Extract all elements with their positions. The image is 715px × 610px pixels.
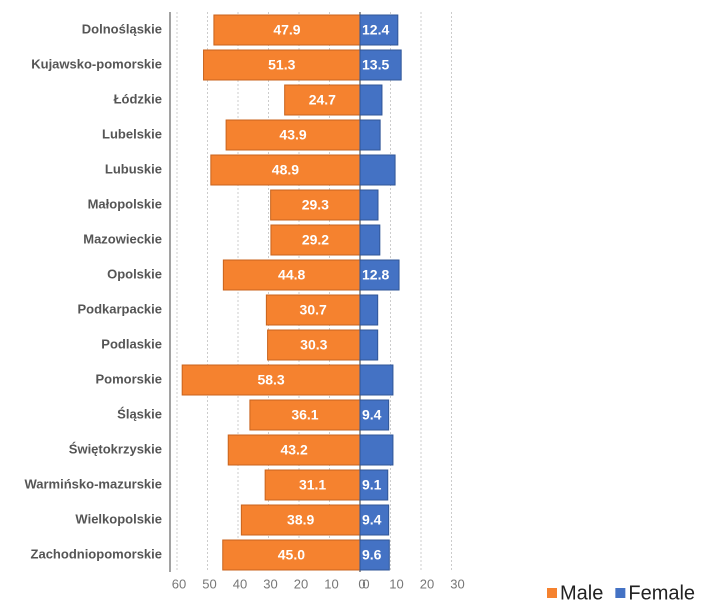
bar	[267, 329, 361, 361]
legend-swatch	[615, 588, 626, 598]
bar	[359, 469, 389, 501]
value-label: 24.7	[309, 92, 336, 108]
category-label: Małopolskie	[88, 196, 162, 211]
category-label: Dolnośląskie	[82, 21, 162, 36]
value-label: 38.9	[287, 512, 314, 528]
bar	[181, 364, 361, 396]
value-label: 9.4	[362, 512, 382, 528]
category-label: Wielkopolskie	[75, 511, 162, 526]
bar	[210, 154, 361, 186]
category-label: Podlaskie	[101, 336, 162, 351]
bar	[359, 539, 390, 571]
category-label: Śląskie	[117, 406, 162, 421]
bar	[359, 259, 400, 291]
value-label: 9.4	[362, 407, 382, 423]
bar	[359, 329, 379, 361]
category-label: Opolskie	[107, 266, 162, 281]
bar	[213, 14, 361, 46]
value-label: 44.8	[278, 267, 305, 283]
bar	[359, 294, 379, 326]
category-label: Świętokrzyskie	[69, 441, 162, 456]
value-label: 12.4	[362, 22, 389, 38]
bar	[265, 294, 361, 326]
bar	[222, 539, 361, 571]
x-tick-label: 40	[233, 576, 247, 591]
x-tick-label: 10	[324, 576, 338, 591]
category-label: Mazowieckie	[83, 231, 162, 246]
bar	[359, 504, 390, 536]
x-tick-label: 10	[389, 576, 403, 591]
bar	[249, 399, 361, 431]
value-label: 12.8	[362, 267, 389, 283]
bar	[264, 469, 361, 501]
bar	[359, 49, 402, 81]
bar	[359, 14, 399, 46]
value-label: 9.6	[362, 547, 382, 563]
category-label: Podkarpackie	[77, 301, 162, 316]
value-label: 48.9	[272, 162, 299, 178]
value-label: 43.9	[279, 127, 306, 143]
bar	[359, 154, 396, 186]
bar	[359, 364, 394, 396]
category-label: Lubuskie	[105, 161, 162, 176]
category-label: Kujawsko-pomorskie	[31, 56, 162, 71]
x-tick-label: 60	[172, 576, 186, 591]
value-label: 9.1	[362, 477, 382, 493]
value-label: 13.5	[362, 57, 389, 73]
value-label: 30.7	[300, 302, 327, 318]
value-label: 30.3	[300, 337, 327, 353]
category-label: Warmińsko-mazurskie	[24, 476, 162, 491]
value-label: 29.3	[302, 197, 329, 213]
category-label: Lubelskie	[102, 126, 162, 141]
bar	[270, 189, 361, 221]
value-label: 36.1	[291, 407, 318, 423]
value-label: 58.3	[257, 372, 284, 388]
value-label: 47.9	[273, 22, 300, 38]
value-label: 51.3	[268, 57, 295, 73]
x-tick-label: 0	[362, 576, 369, 591]
x-tick-label: 0	[358, 576, 365, 591]
bar	[359, 189, 379, 221]
bar	[359, 399, 390, 431]
legend-swatch	[547, 588, 557, 598]
bar	[359, 84, 383, 116]
x-tick-label: 20	[420, 576, 434, 591]
category-label: Łódzkie	[114, 91, 162, 106]
category-label: Pomorskie	[96, 371, 162, 386]
x-tick-label: 30	[450, 576, 464, 591]
category-label: Zachodniopomorskie	[31, 546, 162, 561]
legend-label: Female	[628, 582, 695, 604]
x-tick-label: 30	[263, 576, 277, 591]
value-label: 29.2	[302, 232, 329, 248]
bar	[359, 119, 381, 151]
value-label: 43.2	[280, 442, 307, 458]
bar	[227, 434, 361, 466]
bar	[359, 224, 381, 256]
value-label: 45.0	[278, 547, 305, 563]
bar	[359, 434, 394, 466]
bar	[270, 224, 361, 256]
legend-label: Male	[560, 582, 603, 604]
x-tick-label: 50	[202, 576, 216, 591]
x-tick-label: 20	[294, 576, 308, 591]
value-label: 31.1	[299, 477, 326, 493]
